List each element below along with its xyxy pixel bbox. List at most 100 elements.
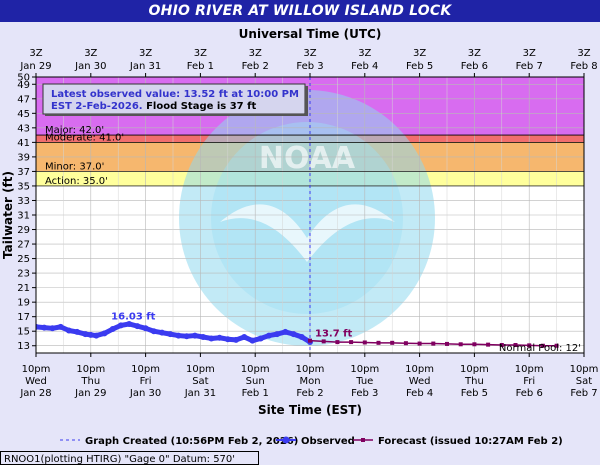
title-bar: OHIO RIVER AT WILLOW ISLAND LOCK (0, 0, 600, 22)
observed-point (82, 331, 89, 338)
zone-label-minor: Action: 35.0' (45, 176, 108, 187)
forecast-point (308, 338, 312, 343)
forecast-point (472, 342, 477, 347)
info-box-flood-stage: Flood Stage is 37 ft (143, 101, 257, 112)
y-tick-label: 21 (17, 283, 30, 294)
y-tick-label: 47 (17, 94, 30, 105)
bottom-tick-label-1: 10pm (131, 364, 160, 375)
top-tick-label-2: Feb 2 (242, 61, 269, 72)
bottom-axis-title: Site Time (EST) (258, 403, 362, 417)
y-tick-label: 43 (17, 123, 30, 134)
observed-point (257, 335, 264, 342)
top-tick-label-1: 3Z (303, 48, 316, 59)
bottom-tick-label-3: Feb 1 (242, 388, 269, 399)
observed-point (200, 334, 207, 341)
observed-point (41, 324, 48, 331)
bottom-tick-label-3: Feb 4 (406, 388, 433, 399)
forecast-start-label: 13.7 ft (315, 329, 353, 340)
top-tick-label-1: 3Z (413, 48, 426, 59)
bottom-tick-label-3: Feb 7 (570, 388, 597, 399)
bottom-tick-label-1: 10pm (22, 364, 51, 375)
observed-point (175, 332, 182, 339)
watermark-gull (220, 204, 395, 262)
observed-point (126, 320, 133, 327)
forecast-point (486, 342, 491, 347)
top-tick-label-1: 3Z (358, 48, 371, 59)
bottom-tick-label-3: Jan 28 (19, 388, 51, 399)
bottom-tick-label-3: Jan 30 (129, 388, 161, 399)
top-tick-label-2: Jan 29 (19, 61, 51, 72)
bottom-tick-label-1: 10pm (186, 364, 215, 375)
top-tick-label-1: 3Z (577, 48, 590, 59)
legend-forecast-marker (361, 438, 365, 442)
y-tick-label: 45 (17, 109, 30, 120)
info-box (42, 83, 306, 115)
observed-point (65, 327, 72, 334)
y-axis-title: Tailwater (ft) (1, 171, 15, 259)
bottom-tick-label-3: Feb 6 (516, 388, 543, 399)
top-tick-label-1: 3Z (194, 48, 207, 59)
watermark-inner-circle (211, 122, 403, 314)
y-tick-label: 17 (17, 312, 30, 323)
observed-point (183, 333, 190, 340)
bottom-tick-label-3: Feb 2 (296, 388, 323, 399)
top-tick-label-2: Feb 7 (516, 61, 543, 72)
zone-label-record: Major: 42.0' (45, 125, 104, 136)
top-tick-label-2: Feb 5 (406, 61, 433, 72)
y-tick-label: 27 (17, 240, 30, 251)
top-tick-label-2: Feb 4 (351, 61, 378, 72)
top-tick-label-2: Jan 30 (74, 61, 106, 72)
info-box-date: EST 2-Feb-2026. (51, 101, 143, 112)
bottom-tick-label-1: 10pm (296, 364, 325, 375)
info-box-shadow (45, 114, 308, 116)
zone-label-major: Moderate: 41.0' (45, 132, 124, 143)
forecast-point (513, 343, 518, 348)
observed-point (150, 328, 157, 335)
forecast-point (527, 343, 532, 348)
bottom-tick-label-3: Feb 5 (461, 388, 488, 399)
legend-observed-marker (282, 436, 290, 444)
top-tick-label-2: Feb 8 (570, 61, 597, 72)
top-tick-label-2: Jan 31 (129, 61, 161, 72)
bottom-tick-label-1: 10pm (405, 364, 434, 375)
observed-point (167, 331, 174, 338)
peak-label: 16.03 ft (111, 312, 155, 323)
top-tick-label-1: 3Z (29, 48, 42, 59)
top-tick-label-1: 3Z (249, 48, 262, 59)
top-tick-label-1: 3Z (139, 48, 152, 59)
observed-point (93, 332, 100, 339)
forecast-point (458, 342, 463, 347)
observed-point (109, 326, 116, 333)
y-tick-label: 37 (17, 167, 30, 178)
observed-point (87, 331, 94, 338)
y-tick-label: 15 (17, 327, 30, 338)
y-tick-label: 49 (17, 80, 30, 91)
forecast-point (431, 341, 436, 346)
info-box-shadow (305, 86, 308, 116)
observed-point (290, 331, 297, 338)
forecast-point (335, 340, 340, 345)
observed-point (208, 335, 215, 342)
observed-point (224, 336, 231, 343)
legend-observed-label: Observed (301, 436, 355, 447)
observed-point (265, 332, 272, 339)
top-tick-label-2: Feb 1 (187, 61, 214, 72)
noaa-watermark: NOAA (179, 90, 435, 346)
bottom-tick-label-3: Feb 3 (351, 388, 378, 399)
top-axis-title: Universal Time (UTC) (239, 27, 382, 41)
observed-point (233, 336, 240, 343)
y-tick-label: 41 (17, 138, 30, 149)
forecast-point (540, 343, 545, 348)
forecast-point (390, 340, 395, 345)
bottom-tick-label-2: Fri (523, 376, 535, 387)
bottom-tick-label-1: 10pm (241, 364, 270, 375)
y-tick-label: 29 (17, 225, 30, 236)
forecast-point (445, 341, 449, 346)
y-tick-label: 35 (17, 181, 30, 192)
y-tick-label: 23 (17, 269, 30, 280)
bottom-tick-label-1: 10pm (350, 364, 379, 375)
forecast-point (417, 341, 422, 346)
y-tick-label: 13 (17, 341, 30, 352)
bottom-tick-label-2: Sun (246, 376, 265, 387)
